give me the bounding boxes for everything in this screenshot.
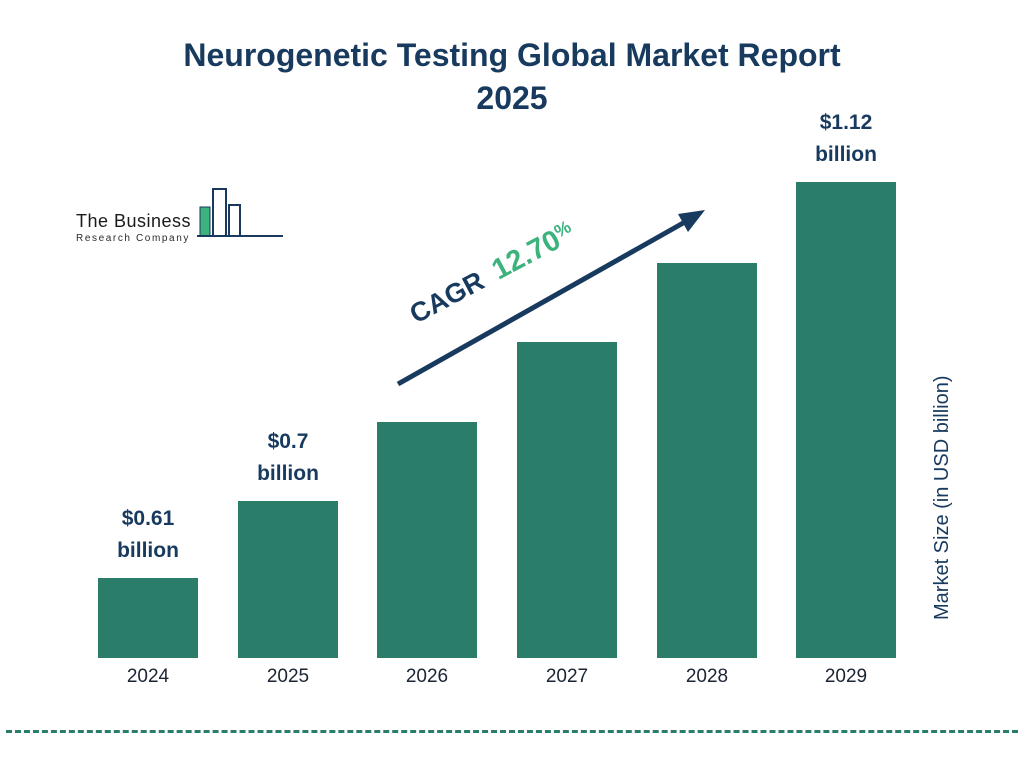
x-tick-2024: 2024 — [126, 666, 170, 687]
bar-2027 — [517, 342, 617, 658]
bar-value-label-2029: $1.12 billion — [815, 110, 877, 167]
company-logo-text: The Business Research Company — [76, 211, 191, 248]
bar-2025 — [238, 501, 338, 658]
bar-2028 — [657, 263, 757, 658]
x-tick-2029: 2029 — [824, 666, 868, 687]
bar-2024 — [98, 578, 198, 658]
y-axis-label: Market Size (in USD billion) — [931, 375, 953, 621]
x-tick-2028: 2028 — [685, 666, 729, 687]
company-logo: The Business Research Company — [76, 183, 285, 248]
logo-name: The Business — [76, 211, 192, 231]
bar-chart-logo-icon — [197, 183, 285, 248]
bar-value-label-2025: $0.7 billion — [257, 429, 319, 486]
bottom-dashed-divider — [6, 730, 1018, 733]
logo-subname: Research Company — [76, 233, 190, 244]
bar-2029 — [796, 182, 896, 658]
bar-2026 — [377, 422, 477, 658]
bar-value-label-2024: $0.61 billion — [117, 506, 179, 563]
x-tick-2027: 2027 — [545, 666, 589, 687]
page-title-line2: 2025 — [476, 80, 548, 117]
x-tick-2026: 2026 — [405, 666, 449, 687]
page-title: Neurogenetic Testing Global Market Repor… — [0, 34, 1024, 120]
page-title-line1: Neurogenetic Testing Global Market Repor… — [183, 37, 841, 73]
x-tick-2025: 2025 — [266, 666, 310, 687]
